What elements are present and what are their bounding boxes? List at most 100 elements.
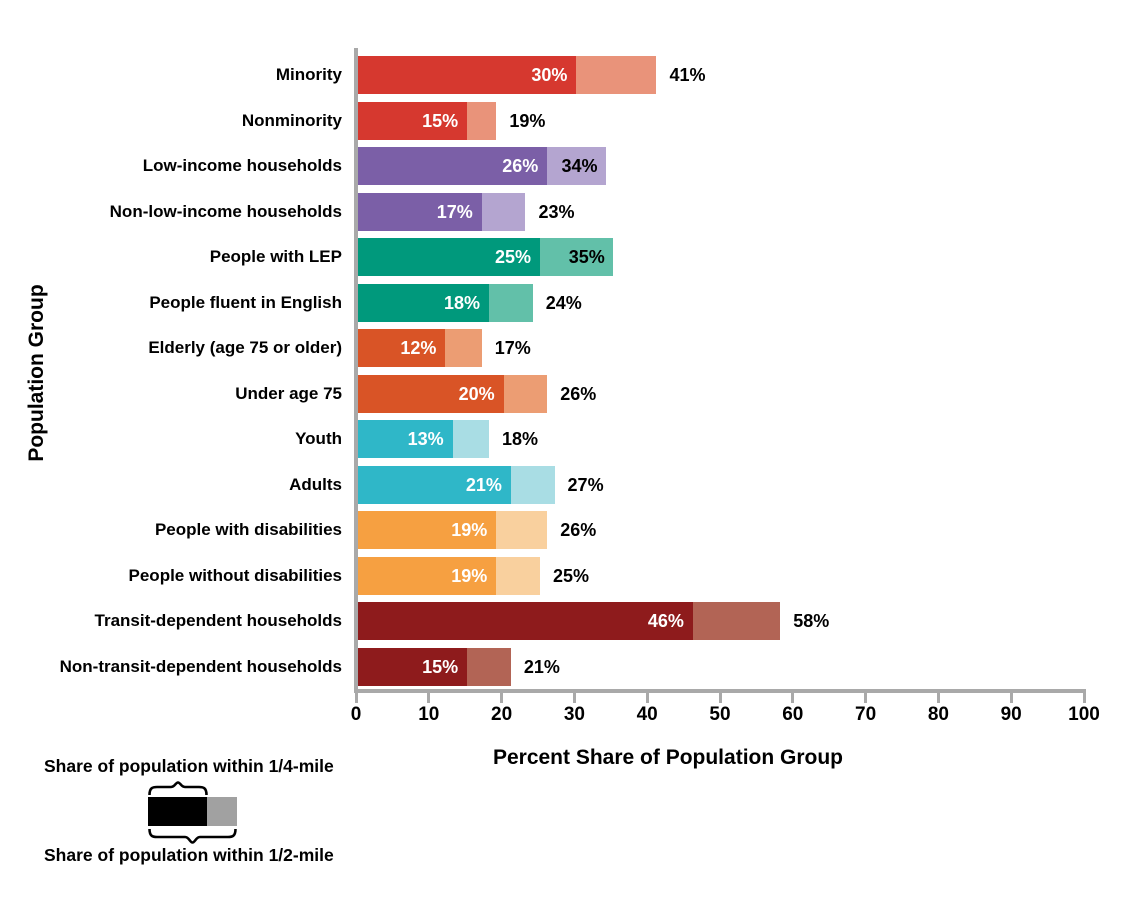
x-tick (427, 693, 431, 703)
category-label: People fluent in English (149, 292, 342, 312)
x-tick (936, 693, 940, 703)
bar-row: Non-transit-dependent households 15% 21% (60, 644, 1086, 690)
bar-quarter-segment: 20% (358, 374, 504, 413)
bar-half-segment (467, 101, 497, 140)
bar-row: Elderly (age 75 or older) 12% 17% (148, 325, 1086, 371)
bar-row: Minority 30% 41% (276, 52, 1086, 98)
legend-quarter-mile-label: Share of population within 1/4-mile (44, 756, 334, 776)
half-value-label: 27% (567, 474, 604, 495)
bar-quarter-segment: 17% (358, 192, 482, 231)
half-value-label: 26% (560, 383, 597, 404)
bar-quarter-segment: 18% (358, 283, 490, 322)
bar-half-segment (445, 329, 482, 367)
x-tick-label: 100 (1068, 704, 1100, 725)
x-tick (645, 693, 649, 703)
x-axis-title: Percent Share of Population Group (492, 746, 844, 769)
half-value-label: 24% (545, 292, 582, 313)
half-value-label: 58% (793, 611, 830, 631)
x-tick (354, 693, 358, 703)
bar-row: Nonminority 15% 19% (242, 98, 1086, 144)
bar-half-segment (496, 556, 540, 595)
x-tick (718, 693, 722, 703)
bar-quarter-segment: 26% (358, 147, 548, 185)
bar-half-segment (496, 511, 548, 549)
category-label: Youth (295, 429, 342, 448)
category-label: Nonminority (241, 110, 342, 130)
x-tick (572, 693, 576, 703)
x-axis-ticks (354, 693, 1086, 703)
x-tick-label: 20 (491, 704, 513, 725)
category-label: People with LEP (209, 247, 342, 266)
half-value-label: 18% (502, 429, 539, 449)
x-tick-label: 70 (855, 704, 877, 725)
x-tick (500, 693, 504, 703)
bar-half-segment (452, 420, 490, 458)
bar-half-segment (481, 192, 526, 231)
bar-row: People fluent in English 18% 24% (149, 280, 1086, 326)
legend-sample-half-segment (207, 797, 237, 826)
x-tick (791, 693, 795, 703)
category-label: Minority (275, 65, 342, 84)
bar-quarter-segment: 30% (358, 56, 577, 94)
bar-quarter-segment: 25% (358, 238, 540, 276)
bar-row: Transit-dependent households 46% 58% (95, 598, 1086, 644)
legend-half-mile-label: Share of population within 1/2-mile (44, 845, 334, 865)
category-label: Under age 75 (235, 383, 342, 403)
bar-quarter-segment: 46% (358, 602, 693, 640)
bar-row: People without disabilities 19% 25% (129, 553, 1086, 599)
bar-row: Non-low-income households 17% 23% (110, 189, 1086, 235)
bar-row: Adults 21% 27% (289, 462, 1086, 508)
bar-half-segment (489, 283, 533, 322)
x-tick (1009, 693, 1013, 703)
x-tick-label: 30 (563, 704, 585, 725)
bar-half-segment (576, 56, 657, 94)
bar-row: People with disabilities 19% 26% (155, 507, 1086, 553)
x-tick (1082, 693, 1086, 703)
half-value-label: 25% (553, 565, 590, 586)
y-axis-line (354, 48, 358, 693)
half-value-label: 17% (494, 338, 531, 358)
bar-quarter-segment: 13% (358, 420, 453, 458)
x-tick-label: 60 (782, 704, 804, 725)
bar-row: People with LEP 25% 35% (210, 234, 1086, 280)
legend-top-brace (148, 781, 208, 796)
bar-half-segment (467, 647, 511, 686)
bar-half-segment (510, 465, 555, 504)
bar-half-segment: 34% (547, 147, 606, 185)
bar-quarter-segment: 15% (358, 101, 468, 140)
x-tick-label: 0 (350, 704, 362, 725)
x-tick-label: 10 (418, 704, 440, 725)
bar-quarter-segment: 21% (358, 465, 511, 504)
legend-sample-bar (148, 797, 237, 826)
x-axis-tick-labels: 0 10 20 30 40 50 60 70 80 90 100 (351, 704, 1100, 728)
x-axis-line (354, 689, 1086, 693)
x-tick-label: 40 (636, 704, 658, 725)
bar-quarter-segment: 19% (358, 511, 497, 549)
category-label: Elderly (age 75 or older) (148, 338, 342, 357)
x-tick-label: 80 (927, 704, 949, 725)
half-value-label: 21% (523, 656, 560, 677)
category-label: Non-transit-dependent households (59, 656, 342, 676)
x-tick (864, 693, 868, 703)
bar-half-segment: 35% (540, 238, 613, 276)
category-label: Adults (289, 474, 342, 494)
category-label: Transit-dependent households (94, 611, 342, 630)
legend-bottom-brace (148, 828, 237, 844)
x-tick-label: 90 (1000, 704, 1022, 725)
category-label: Low-income households (142, 156, 342, 175)
bar-half-segment (503, 374, 548, 413)
half-value-label: 19% (509, 110, 546, 131)
bar-half-segment (692, 602, 781, 640)
category-label: People with disabilities (154, 520, 342, 539)
bar-row: Under age 75 20% 26% (235, 371, 1086, 417)
bar-row: Low-income households 26% 34% (143, 143, 1086, 189)
half-value-label: 26% (560, 520, 597, 540)
legend-sample-quarter-segment (148, 797, 207, 826)
half-value-label: 41% (669, 65, 706, 85)
bar-quarter-segment: 19% (358, 556, 497, 595)
y-axis-title: Population Group (25, 284, 48, 462)
x-tick-label: 50 (709, 704, 731, 725)
half-value-label: 23% (538, 201, 575, 222)
bar-quarter-segment: 15% (358, 647, 468, 686)
